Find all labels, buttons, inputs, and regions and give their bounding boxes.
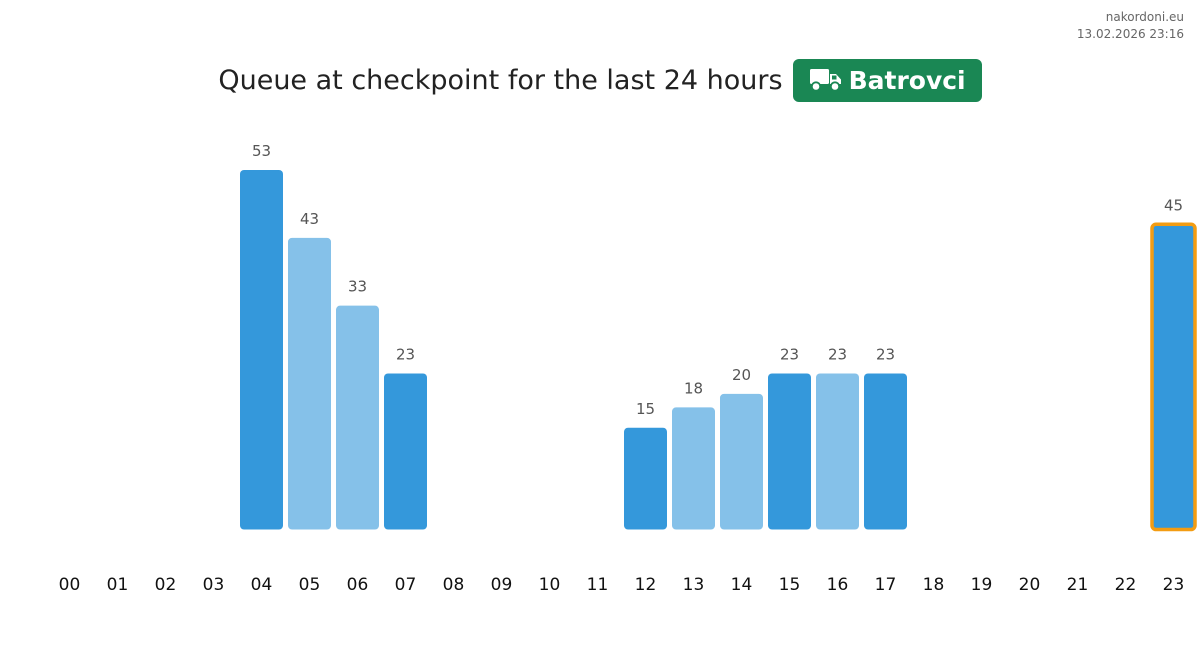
x-tick-label: 18 (923, 575, 945, 595)
x-tick-label: 11 (587, 575, 609, 595)
x-tick-label: 12 (635, 575, 657, 595)
timestamp: 13.02.2026 23:16 (1076, 27, 1184, 41)
x-tick-label: 01 (107, 575, 129, 595)
x-tick-label: 09 (491, 575, 513, 595)
x-tick-label: 21 (1067, 575, 1089, 595)
site-name: nakordoni.eu (1105, 10, 1184, 24)
bar-value-label: 18 (684, 379, 703, 397)
x-tick-label: 02 (155, 575, 177, 595)
bar-value-label: 33 (348, 278, 367, 296)
bar-value-label: 23 (876, 345, 895, 363)
page-title: Queue at checkpoint for the last 24 hour… (218, 64, 783, 96)
bar (864, 373, 907, 530)
chart-header: Queue at checkpoint for the last 24 hour… (0, 58, 1200, 102)
bar (624, 427, 667, 530)
x-tick-label: 07 (395, 575, 417, 595)
bar-value-label: 23 (828, 345, 847, 363)
bar-current-hour (1150, 222, 1197, 532)
x-tick-label: 23 (1163, 575, 1185, 595)
x-tick-label: 19 (971, 575, 993, 595)
x-tick-label: 22 (1115, 575, 1137, 595)
bar (384, 373, 427, 530)
x-tick-label: 06 (347, 575, 369, 595)
bar (720, 393, 763, 530)
bar-value-label: 43 (300, 210, 319, 228)
x-tick-label: 15 (779, 575, 801, 595)
site-info: nakordoni.eu 13.02.2026 23:16 (1077, 9, 1184, 43)
x-tick-label: 05 (299, 575, 321, 595)
x-tick-label: 00 (59, 575, 81, 595)
x-tick-label: 16 (827, 575, 849, 595)
x-tick-label: 13 (683, 575, 705, 595)
x-tick-label: 04 (251, 575, 273, 595)
bar-value-label: 20 (732, 366, 751, 384)
x-tick-label: 08 (443, 575, 465, 595)
x-tick-label: 20 (1019, 575, 1041, 595)
bar-value-label: 23 (396, 345, 415, 363)
bar-value-label: 53 (252, 142, 271, 160)
bar-value-label: 45 (1164, 196, 1183, 214)
bar (288, 237, 331, 530)
bar (768, 373, 811, 530)
checkpoint-name: Batrovci (848, 65, 966, 95)
checkpoint-badge: Batrovci (792, 58, 982, 102)
x-tick-label: 03 (203, 575, 225, 595)
x-tick-label: 10 (539, 575, 561, 595)
bar (816, 373, 859, 530)
x-tick-label: 14 (731, 575, 753, 595)
truck-icon (809, 67, 843, 93)
bar (672, 407, 715, 530)
bar (240, 170, 283, 530)
bar-value-label: 15 (636, 400, 655, 418)
bar (336, 305, 379, 530)
x-tick-label: 17 (875, 575, 897, 595)
bar-value-label: 23 (780, 345, 799, 363)
